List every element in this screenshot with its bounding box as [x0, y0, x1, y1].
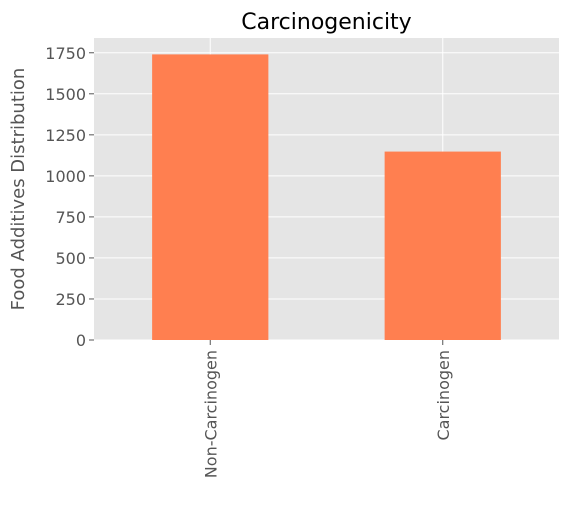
y-axis-ticks: 0 250 500 750 1000 1250 1500 1750 — [45, 44, 94, 350]
x-axis-ticks: Non-Carcinogen Carcinogen — [201, 340, 453, 478]
y-tick-label: 500 — [55, 249, 86, 268]
bar-carcinogen — [384, 151, 501, 340]
y-tick-label: 0 — [76, 331, 86, 350]
x-tick-label: Non-Carcinogen — [201, 350, 220, 478]
y-tick-label: 1750 — [45, 44, 86, 63]
y-tick-label: 1000 — [45, 167, 86, 186]
y-tick-label: 1500 — [45, 85, 86, 104]
y-tick-label: 750 — [55, 208, 86, 227]
chart-title: Carcinogenicity — [241, 10, 411, 35]
y-axis-label: Food Additives Distribution — [8, 68, 29, 311]
bars — [152, 54, 501, 340]
bar-non-carcinogen — [152, 54, 269, 340]
y-tick-label: 250 — [55, 290, 86, 309]
x-tick-label: Carcinogen — [434, 350, 453, 441]
y-tick-label: 1250 — [45, 126, 86, 145]
